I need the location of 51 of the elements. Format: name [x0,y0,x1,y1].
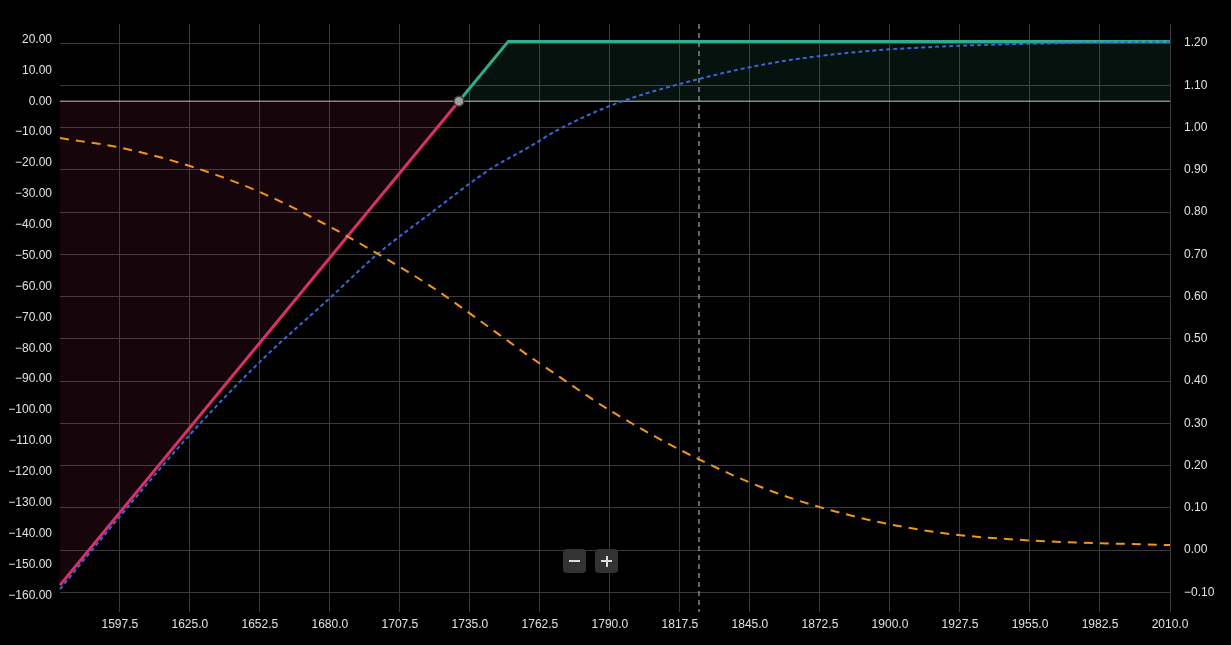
y-tick-label: 10.00 [21,62,53,77]
y-tick-label: −110.00 [9,433,53,448]
y-tick-label: −100.00 [8,402,53,417]
y2-tick-label: 0.70 [1184,246,1208,261]
y-tick-label: −140.00 [8,525,53,540]
y-tick-label: −10.00 [14,124,53,139]
line-series [59,40,1171,591]
y-tick-label: 20.00 [21,31,53,46]
y2-tick-label: 0.50 [1184,331,1208,346]
y-tick-label: −50.00 [14,247,53,262]
x-tick-label: 1845.0 [731,616,769,631]
y2-tick-label: 0.10 [1184,500,1208,515]
y-tick-label: −90.00 [14,371,53,386]
y2-tick-label: 0.60 [1184,288,1208,303]
y2-tick-label: 1.20 [1184,35,1208,50]
x-tick-label: 2010.0 [1151,616,1189,631]
x-tick-label: 1872.5 [801,616,839,631]
y2-tick-label: 0.80 [1184,204,1208,219]
x-tick-label: 1900.0 [871,616,909,631]
x-tick-label: 1597.5 [101,616,139,631]
x-tick-label: 1982.5 [1081,616,1119,631]
y2-tick-label: 1.00 [1184,119,1208,134]
x-tick-label: 1735.0 [451,616,489,631]
y-tick-label: 0.00 [28,93,53,108]
y-tick-label: −160.00 [8,587,53,602]
y2-tick-label: 1.10 [1184,77,1208,92]
y2-tick-label: 0.90 [1184,162,1208,177]
line-series [59,137,1171,547]
x-tick-label: 1762.5 [521,616,559,631]
y2-tick-label: 0.00 [1184,542,1208,557]
x-tick-label: 1707.5 [381,616,419,631]
x-tick-label: 1790.0 [591,616,629,631]
y-tick-label: −70.00 [14,309,53,324]
y2-tick-label: 0.30 [1184,415,1208,430]
x-tick-label: 1955.0 [1011,616,1049,631]
x-tick-label: 1927.5 [941,616,979,631]
y-tick-label: −20.00 [14,155,53,170]
x-tick-label: 1652.5 [241,616,279,631]
y-tick-label: −120.00 [8,464,53,479]
y2-tick-label: 0.20 [1184,457,1208,472]
x-tick-label: 1625.0 [171,616,209,631]
x-tick-label: 1817.5 [661,616,699,631]
y-tick-label: −60.00 [14,278,53,293]
y2-tick-label: −0.10 [1184,584,1215,599]
y2-tick-label: 0.40 [1184,373,1208,388]
y-tick-label: −150.00 [8,556,53,571]
y-tick-label: −80.00 [14,340,53,355]
y-tick-label: −40.00 [14,217,53,232]
y-tick-label: −130.00 [8,494,53,509]
x-tick-label: 1680.0 [311,616,349,631]
y-tick-label: −30.00 [14,186,53,201]
